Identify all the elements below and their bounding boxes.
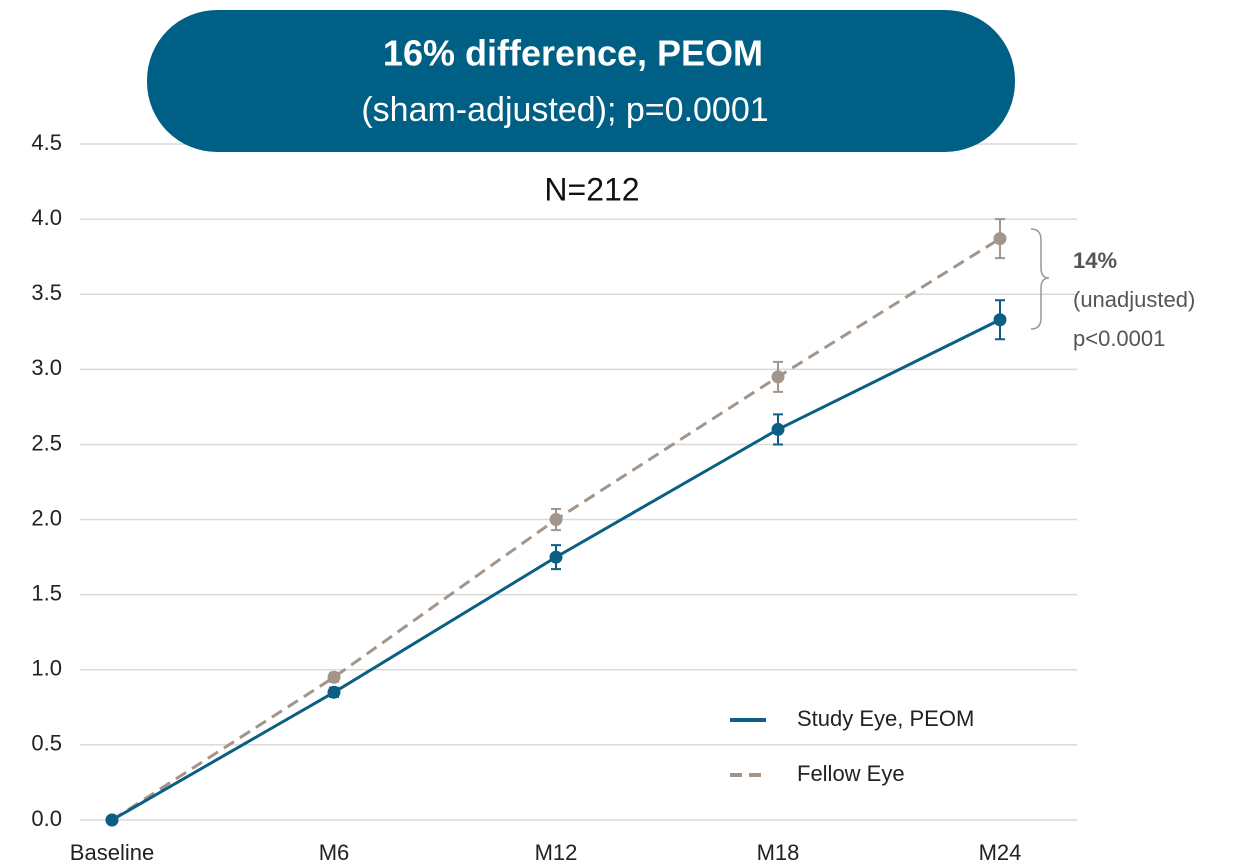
data-point bbox=[771, 422, 785, 436]
title-box bbox=[147, 10, 1015, 152]
y-tick-label: 0.5 bbox=[31, 731, 62, 756]
y-tick-label: 4.5 bbox=[31, 130, 62, 155]
data-point bbox=[993, 232, 1007, 246]
annotation-title: 14% bbox=[1073, 248, 1117, 273]
grid: 0.0 0.5 1.0 1.5 2.0 2.5 3.0 3.5 4.0 4.5 Baseline M6… bbox=[31, 130, 1077, 865]
bracket bbox=[1030, 228, 1050, 330]
series bbox=[105, 218, 1007, 827]
x-tick-label: M6 bbox=[319, 840, 350, 865]
y-tick-label: 3.5 bbox=[31, 280, 62, 305]
y-tick-label: 4.0 bbox=[31, 205, 62, 230]
chart-subtitle: (sham-adjusted); p=0.0001 bbox=[361, 91, 768, 129]
x-tick-label: M24 bbox=[979, 840, 1022, 865]
y-tick-label: 2.0 bbox=[31, 505, 62, 530]
data-point bbox=[327, 670, 341, 684]
x-tick-label: M18 bbox=[757, 840, 800, 865]
sample-size: N=212 bbox=[544, 171, 639, 207]
y-tick-label: 3.0 bbox=[31, 355, 62, 380]
plot bbox=[105, 218, 1007, 827]
y-tick-label: 0.0 bbox=[31, 806, 62, 831]
legend-label: Study Eye, PEOM bbox=[797, 706, 974, 731]
data-point bbox=[327, 685, 341, 699]
chart-title: 16% difference, PEOM bbox=[383, 33, 763, 74]
series bbox=[105, 299, 1007, 827]
data-point bbox=[771, 370, 785, 384]
y-tick-label: 1.5 bbox=[31, 580, 62, 605]
data-point bbox=[105, 813, 119, 827]
data-point bbox=[549, 513, 563, 527]
legend-label: Fellow Eye bbox=[797, 761, 905, 786]
y-tick-label: 2.5 bbox=[31, 430, 62, 455]
x-tick-label: Baseline bbox=[70, 840, 154, 865]
annotation-line: p<0.0001 bbox=[1073, 326, 1165, 351]
annotation-line: (unadjusted) bbox=[1073, 287, 1195, 312]
data-point bbox=[549, 550, 563, 564]
y-tick-label: 1.0 bbox=[31, 656, 62, 681]
data-point bbox=[993, 313, 1007, 327]
x-tick-label: M12 bbox=[535, 840, 578, 865]
